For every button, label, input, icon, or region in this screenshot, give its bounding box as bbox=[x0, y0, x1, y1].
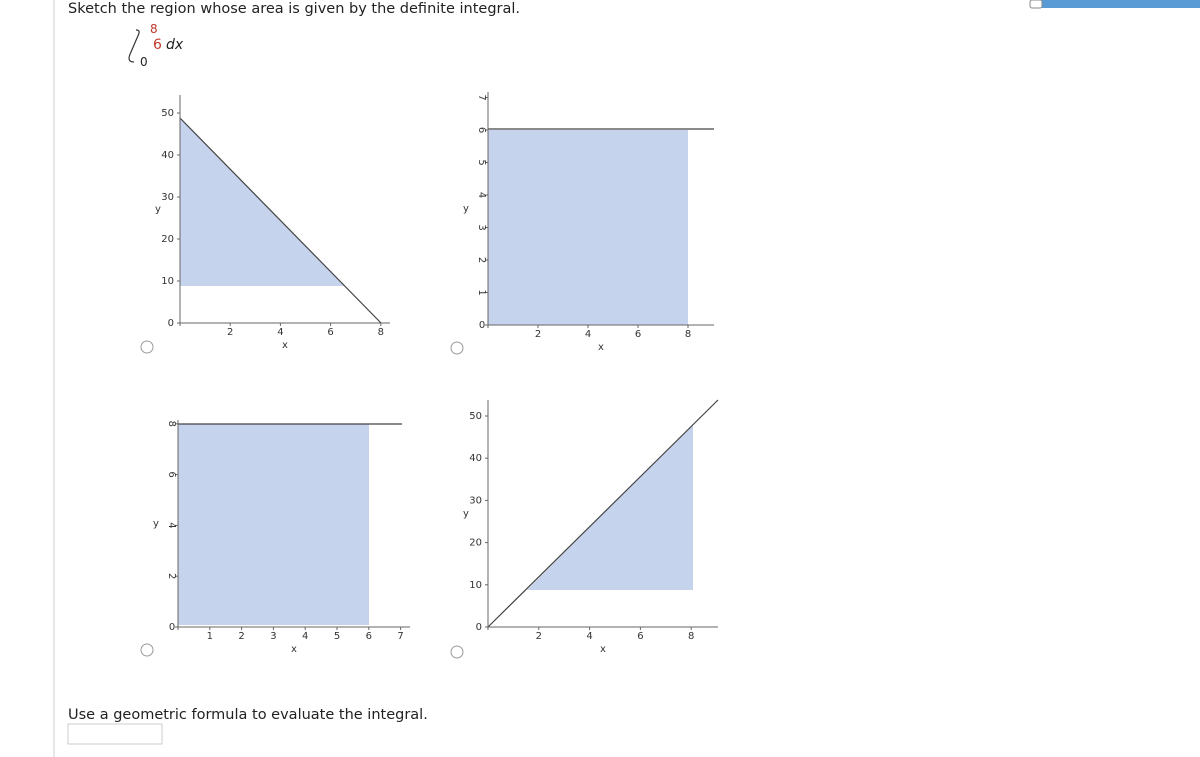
x-tick-label: 4 bbox=[586, 631, 592, 642]
x-tick-label: 3 bbox=[270, 631, 276, 642]
x-tick-label: 8 bbox=[688, 631, 694, 642]
y-tick-label: 30 bbox=[469, 495, 482, 506]
y-tick-label: 2 bbox=[476, 257, 487, 263]
y-tick-label: 30 bbox=[161, 192, 174, 203]
radio[interactable] bbox=[140, 643, 154, 657]
y-tick-label: 0 bbox=[479, 320, 485, 331]
x-tick-label: 8 bbox=[685, 329, 691, 340]
y-tick-label: 3 bbox=[476, 224, 487, 230]
x-tick-label: 6 bbox=[637, 631, 643, 642]
curve bbox=[487, 399, 719, 628]
y-tick-label: 0 bbox=[169, 622, 175, 633]
y-tick-label: 40 bbox=[469, 453, 482, 464]
radio[interactable] bbox=[450, 645, 464, 659]
x-tick-label: 2 bbox=[238, 631, 244, 642]
y-axis-label: y bbox=[155, 204, 161, 215]
x-tick-label: 2 bbox=[536, 631, 542, 642]
x-tick-label: 5 bbox=[334, 631, 340, 642]
integral-sign bbox=[128, 29, 140, 63]
y-tick-label: 20 bbox=[161, 234, 174, 245]
x-tick-label: 6 bbox=[366, 631, 372, 642]
upper-limit: 8 bbox=[150, 22, 158, 36]
x-axis-label: x bbox=[282, 340, 288, 351]
y-tick-label: 6 bbox=[166, 471, 177, 477]
x-tick-label: 7 bbox=[397, 631, 403, 642]
y-tick-label: 1 bbox=[476, 289, 487, 295]
y-tick-label: 20 bbox=[469, 538, 482, 549]
y-tick-label: 50 bbox=[161, 108, 174, 119]
x-tick-label: 4 bbox=[585, 329, 591, 340]
integrand: 6 bbox=[153, 37, 162, 53]
top-bar bbox=[1040, 0, 1200, 8]
instruction: Use a geometric formula to evaluate the … bbox=[68, 707, 428, 723]
y-tick-label: 10 bbox=[469, 580, 482, 591]
x-axis-label: x bbox=[600, 644, 606, 655]
menu-button[interactable] bbox=[1029, 0, 1043, 9]
y-tick-label: 5 bbox=[476, 159, 487, 165]
x-tick-label: 4 bbox=[302, 631, 308, 642]
y-axis-label: y bbox=[463, 204, 469, 215]
x-tick-label: 2 bbox=[535, 329, 541, 340]
differential: dx bbox=[166, 37, 184, 53]
y-tick-label: 0 bbox=[168, 318, 174, 329]
radio[interactable] bbox=[140, 340, 154, 354]
radio[interactable] bbox=[450, 341, 464, 355]
region bbox=[178, 424, 369, 625]
x-tick-label: 6 bbox=[327, 327, 333, 338]
x-axis-label: x bbox=[598, 342, 604, 353]
y-tick-label: 40 bbox=[161, 150, 174, 161]
y-tick-label: 50 bbox=[469, 411, 482, 422]
x-axis-label: x bbox=[291, 644, 297, 655]
y-tick-label: 4 bbox=[476, 192, 487, 198]
question: Sketch the region whose area is given by… bbox=[68, 1, 520, 17]
region bbox=[488, 130, 688, 325]
y-tick-label: 6 bbox=[476, 127, 487, 133]
y-axis-label: y bbox=[463, 509, 469, 520]
x-tick-label: 6 bbox=[635, 329, 641, 340]
curve bbox=[179, 117, 382, 324]
y-tick-label: 0 bbox=[476, 622, 482, 633]
y-tick-label: 2 bbox=[166, 573, 177, 579]
x-tick-label: 8 bbox=[378, 327, 384, 338]
x-tick-label: 1 bbox=[207, 631, 213, 642]
y-axis-label: y bbox=[153, 519, 159, 530]
y-tick-label: 7 bbox=[476, 94, 487, 100]
x-tick-label: 4 bbox=[277, 327, 283, 338]
x-tick-label: 2 bbox=[227, 327, 233, 338]
y-tick-label: 10 bbox=[161, 276, 174, 287]
answer-input[interactable] bbox=[67, 723, 163, 745]
y-tick-label: 4 bbox=[166, 522, 177, 528]
y-tick-label: 8 bbox=[166, 421, 177, 427]
lower-limit: 0 bbox=[140, 55, 148, 69]
